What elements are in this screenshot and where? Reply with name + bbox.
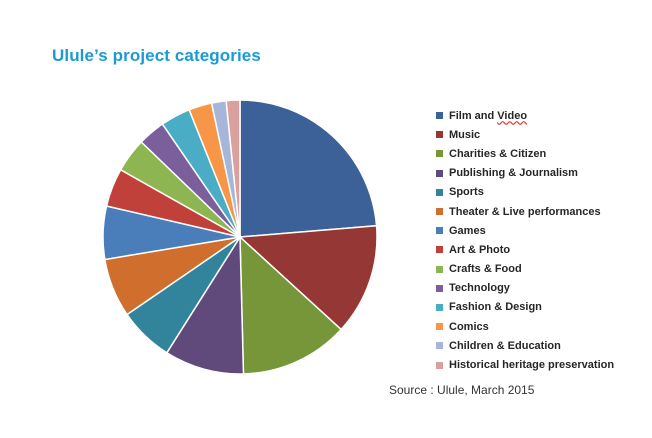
legend-label: Music	[449, 128, 481, 141]
chart-title: Ulule’s project categories	[52, 46, 261, 65]
legend-swatch	[436, 188, 443, 196]
legend-label: Historical heritage preservation	[449, 359, 615, 372]
legend-swatch	[436, 169, 443, 177]
legend-swatch	[436, 131, 443, 139]
legend-label: Art & Photo	[449, 243, 511, 256]
legend-item: Comics	[436, 317, 614, 336]
legend-swatch	[436, 323, 443, 331]
legend-swatch	[436, 150, 443, 158]
legend-swatch	[436, 303, 443, 311]
pie-slice-film-and-video	[239, 99, 378, 238]
legend-item: Sports	[436, 183, 614, 202]
legend-swatch	[436, 342, 443, 350]
legend-label: Sports	[449, 186, 484, 199]
source-note: Source : Ulule, March 2015	[389, 383, 535, 397]
legend-item: Children & Education	[436, 336, 614, 355]
legend-label: Comics	[449, 320, 489, 333]
legend-label: Fashion & Design	[449, 301, 542, 314]
legend-swatch	[436, 208, 443, 216]
legend-label: Crafts & Food	[449, 263, 522, 276]
legend-swatch	[436, 361, 443, 369]
legend-swatch	[436, 246, 443, 254]
legend-item: Theater & Live performances	[436, 202, 614, 221]
chart-legend: Film and Video Music Charities & Citizen Pu…	[436, 106, 614, 375]
legend-item: Film and Video	[436, 106, 614, 125]
legend-item: Fashion & Design	[436, 298, 614, 317]
legend-item: Art & Photo	[436, 240, 614, 259]
pie-slice-publishing-journalism	[165, 234, 245, 375]
legend-swatch	[436, 265, 443, 273]
legend-label: Children & Education	[449, 339, 561, 352]
legend-swatch	[436, 112, 443, 120]
legend-label: Games	[449, 224, 486, 237]
legend-item: Publishing & Journalism	[436, 164, 614, 183]
legend-label: Charities & Citizen	[449, 147, 547, 160]
legend-item: Historical heritage preservation	[436, 355, 614, 374]
legend-label: Technology	[449, 282, 510, 295]
legend-label: Theater & Live performances	[449, 205, 601, 218]
legend-item: Crafts & Food	[436, 260, 614, 279]
legend-swatch	[436, 284, 443, 292]
legend-item: Technology	[436, 279, 614, 298]
legend-item: Charities & Citizen	[436, 144, 614, 163]
legend-label: Film and Video	[449, 109, 528, 122]
legend-item: Games	[436, 221, 614, 240]
legend-item: Music	[436, 125, 614, 144]
legend-label: Publishing & Journalism	[449, 167, 578, 180]
legend-swatch	[436, 227, 443, 235]
pie-slice-music	[238, 224, 378, 331]
pie-slice-historical-heritage-preservation	[225, 99, 241, 238]
pie-slice-charities-citizen	[239, 235, 343, 375]
